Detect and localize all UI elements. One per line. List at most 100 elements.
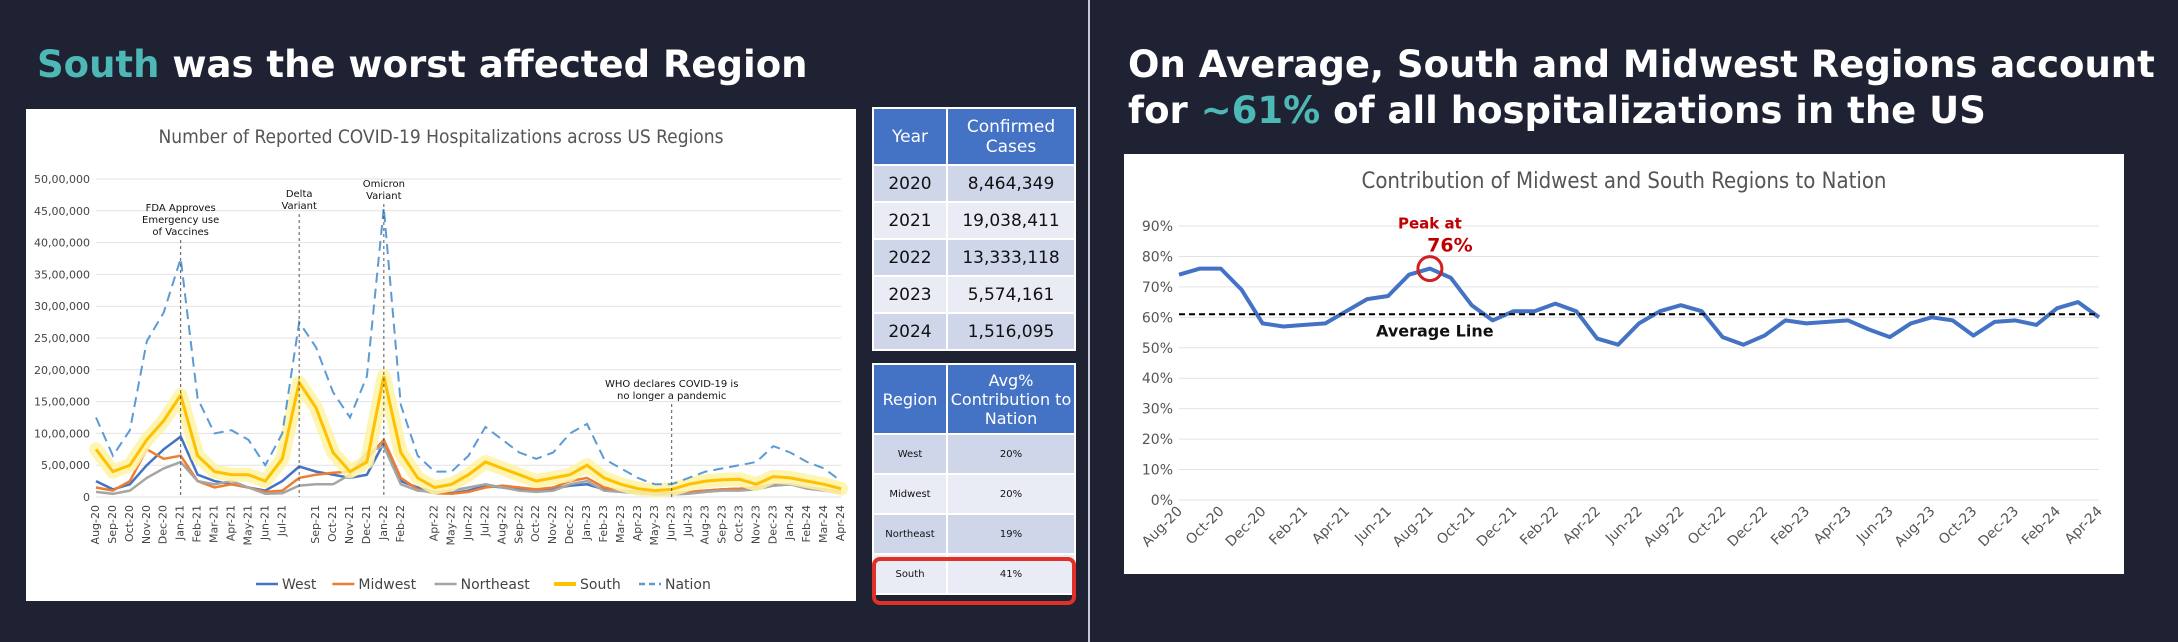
x-tick-label: Dec-20 bbox=[157, 505, 170, 544]
x-tick-label: Sep-22 bbox=[512, 505, 525, 544]
northeast-series-line bbox=[95, 444, 842, 496]
y-tick-label: 70% bbox=[1142, 280, 1173, 296]
region-cell: West bbox=[872, 433, 948, 475]
y-tick-label: 30,00,000 bbox=[34, 300, 90, 313]
x-tick-label: Oct-22 bbox=[529, 505, 542, 542]
x-tick-label: Aug-23 bbox=[699, 505, 712, 544]
contribution-cell: 20% bbox=[946, 433, 1076, 475]
x-tick-label: Dec-23 bbox=[766, 505, 779, 544]
cases-cell: 13,333,118 bbox=[946, 238, 1076, 277]
header-year: Year bbox=[872, 107, 948, 166]
table-row: Midwest 20% bbox=[872, 473, 1076, 515]
year-cell: 2022 bbox=[872, 238, 948, 277]
x-tick-label: Aug-23 bbox=[1892, 504, 1939, 551]
year-cell: 2023 bbox=[872, 275, 948, 314]
south-series-line bbox=[94, 375, 842, 493]
heading-line2-post: of all hospitalizations in the US bbox=[1320, 89, 1986, 132]
annotation-text: Variant bbox=[366, 191, 402, 202]
nation-series-line bbox=[95, 207, 842, 486]
peak-label: Peak at bbox=[1398, 215, 1462, 233]
annotation-text: Delta bbox=[286, 189, 313, 200]
hospitalizations-chart-svg: Number of Reported COVID-19 Hospitalizat… bbox=[34, 126, 848, 593]
table-row: 2020 8,464,349 bbox=[872, 164, 1076, 203]
contribution-chart: Contribution of Midwest and South Region… bbox=[1124, 154, 2124, 574]
x-tick-label: Dec-22 bbox=[1725, 504, 1772, 551]
x-tick-label: Apr-21 bbox=[1309, 504, 1353, 548]
x-tick-label: Jun-22 bbox=[462, 505, 475, 541]
south-highlight-box bbox=[872, 557, 1076, 605]
left-heading: South was the worst affected Region bbox=[37, 42, 807, 88]
x-tick-label: Oct-20 bbox=[1183, 504, 1228, 549]
x-tick-label: Aug-20 bbox=[89, 505, 102, 544]
cases-cell: 1,516,095 bbox=[946, 312, 1076, 351]
panel-divider bbox=[1088, 0, 1090, 642]
hospitalizations-chart: Number of Reported COVID-19 Hospitalizat… bbox=[26, 109, 856, 601]
header-region: Region bbox=[872, 363, 948, 435]
year-cell: 2020 bbox=[872, 164, 948, 203]
x-tick-label: Feb-24 bbox=[800, 505, 813, 542]
cases-cell: 5,574,161 bbox=[946, 275, 1076, 314]
legend-label-northeast: Northeast bbox=[461, 577, 531, 593]
x-tick-label: Jan-24 bbox=[783, 505, 796, 541]
x-tick-label: Aug-20 bbox=[1139, 504, 1186, 551]
right-panel: On Average, South and Midwest Regions ac… bbox=[1092, 4, 2174, 638]
table-row: West 20% bbox=[872, 433, 1076, 475]
y-tick-label: 15,00,000 bbox=[34, 396, 90, 409]
legend-label-midwest: Midwest bbox=[358, 577, 416, 593]
table-row: 2022 13,333,118 bbox=[872, 238, 1076, 277]
annotation-text: no longer a pandemic bbox=[617, 391, 726, 402]
x-tick-label: Aug-22 bbox=[1641, 504, 1688, 551]
region-cell: Northeast bbox=[872, 513, 948, 555]
y-tick-label: 50,00,000 bbox=[34, 173, 90, 186]
y-tick-label: 5,00,000 bbox=[41, 459, 90, 472]
annotation-text: WHO declares COVID-19 is bbox=[605, 379, 738, 390]
contribution-series-line bbox=[1178, 266, 2101, 347]
x-tick-label: Jan-22 bbox=[377, 505, 390, 541]
x-tick-label: Sep-20 bbox=[106, 505, 119, 544]
x-tick-label: May-23 bbox=[648, 505, 661, 546]
heading-accent-south: South bbox=[37, 43, 160, 86]
x-tick-label: Jul-23 bbox=[682, 505, 695, 537]
y-tick-label: 40,00,000 bbox=[34, 237, 90, 250]
x-tick-label: Nov-20 bbox=[140, 505, 153, 544]
x-tick-label: Jun-23 bbox=[665, 505, 678, 541]
x-tick-label: Sep-21 bbox=[309, 505, 322, 544]
table-row: 2023 5,574,161 bbox=[872, 275, 1076, 314]
x-tick-label: Oct-23 bbox=[732, 505, 745, 542]
x-tick-label: Nov-22 bbox=[546, 505, 559, 544]
y-tick-label: 80% bbox=[1142, 249, 1173, 265]
legend-label-south: South bbox=[580, 577, 621, 593]
x-tick-label: Sep-23 bbox=[715, 505, 728, 544]
heading-accent-percent: ~61% bbox=[1200, 89, 1321, 132]
right-heading-line2: for ~61% of all hospitalizations in the … bbox=[1128, 88, 2155, 134]
contribution-cell: 19% bbox=[946, 513, 1076, 555]
cases-cell: 8,464,349 bbox=[946, 164, 1076, 203]
x-tick-label: Apr-23 bbox=[631, 505, 644, 541]
x-tick-label: Nov-23 bbox=[749, 505, 762, 544]
contribution-chart-svg: Contribution of Midwest and South Region… bbox=[1139, 169, 2106, 551]
x-tick-label: Apr-22 bbox=[428, 505, 441, 541]
y-tick-label: 90% bbox=[1142, 219, 1173, 235]
x-tick-label: May-22 bbox=[445, 505, 458, 546]
x-tick-label: Oct-21 bbox=[1434, 504, 1479, 549]
x-tick-label: Dec-23 bbox=[1976, 504, 2023, 551]
contribution-cell: 20% bbox=[946, 473, 1076, 515]
header-confirmed-cases: Confirmed Cases bbox=[946, 107, 1076, 166]
x-tick-label: Oct-22 bbox=[1685, 504, 1730, 549]
y-tick-label: 45,00,000 bbox=[34, 205, 90, 218]
x-tick-label: Dec-21 bbox=[360, 505, 373, 544]
x-tick-label: Oct-21 bbox=[326, 505, 339, 542]
x-tick-label: Feb-21 bbox=[1266, 504, 1311, 549]
x-tick-label: Feb-23 bbox=[1768, 504, 1813, 549]
x-tick-label: Apr-24 bbox=[834, 505, 847, 541]
y-tick-label: 20,00,000 bbox=[34, 364, 90, 377]
y-tick-label: 30% bbox=[1142, 402, 1173, 418]
annotation-text: FDA Approves bbox=[146, 203, 216, 214]
y-tick-label: 40% bbox=[1142, 371, 1173, 387]
x-tick-label: Apr-23 bbox=[1811, 504, 1855, 548]
y-tick-label: 25,00,000 bbox=[34, 332, 90, 345]
x-tick-label: Oct-23 bbox=[1936, 504, 1981, 549]
region-cell: Midwest bbox=[872, 473, 948, 515]
heading-rest: was the worst affected Region bbox=[172, 43, 808, 86]
x-tick-label: Mar-24 bbox=[817, 505, 830, 543]
